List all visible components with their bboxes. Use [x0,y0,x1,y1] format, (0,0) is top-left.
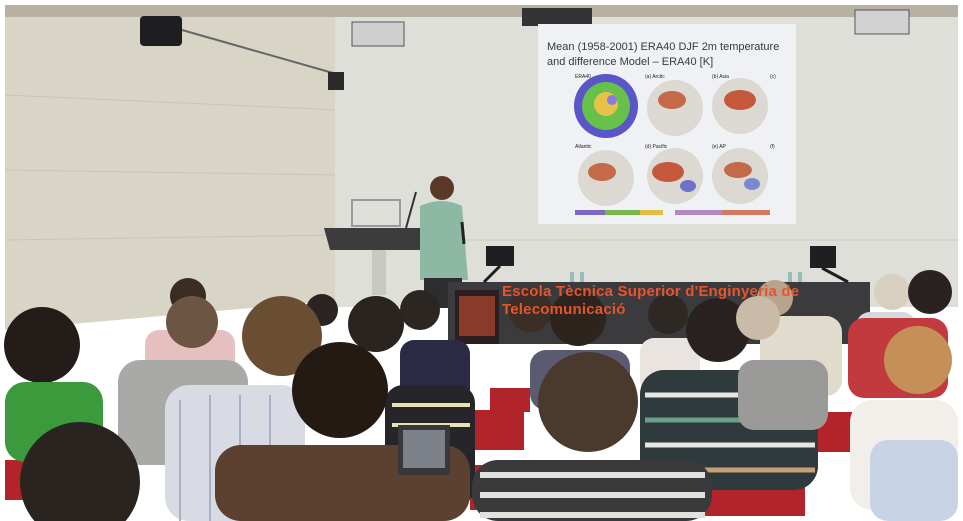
audience-member [20,422,140,521]
audience-member [508,288,552,332]
audience-member [874,274,910,310]
map-label: (b) Asia [712,74,729,80]
projector-right [854,9,910,35]
slide-title: Mean (1958-2001) ERA40 DJF 2m temperatur… [547,41,780,68]
chair [5,460,25,500]
audience-member [400,290,440,330]
audience-member [4,307,80,383]
map-label: (d) Pacific [645,144,668,150]
projector-left [351,21,405,47]
audience-member [648,294,688,334]
left-wall [5,17,340,330]
podium [324,228,430,250]
ceiling [5,5,958,17]
map-label: (c) [770,74,776,80]
audience-member [550,290,606,346]
banner-text: Escola Tècnica Superior d'Enginyeria de … [502,283,800,318]
map-label: ERA40 [575,74,591,80]
map-label: (e) AP [712,144,726,150]
map-label: (a) Arctic [645,74,665,80]
audience-member [242,296,322,376]
audience-member [348,296,404,352]
audience-member [166,296,218,348]
chair [490,388,530,412]
audience-member [736,296,780,340]
audience-member [686,298,750,362]
audience-member [292,342,388,438]
audience-member [908,270,952,314]
speaker [140,16,182,46]
audience-member [884,326,952,394]
audience-member [538,352,638,452]
presenter [430,176,454,200]
map-label: Atlantic [575,144,592,150]
map-label: (f) [770,144,775,150]
